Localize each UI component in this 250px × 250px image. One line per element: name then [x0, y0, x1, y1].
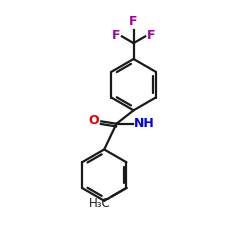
Text: F: F: [112, 30, 120, 43]
Text: F: F: [147, 30, 156, 43]
Text: O: O: [89, 114, 99, 127]
Text: NH: NH: [134, 117, 155, 130]
Text: F: F: [129, 15, 138, 28]
Text: H₃C: H₃C: [89, 198, 111, 210]
